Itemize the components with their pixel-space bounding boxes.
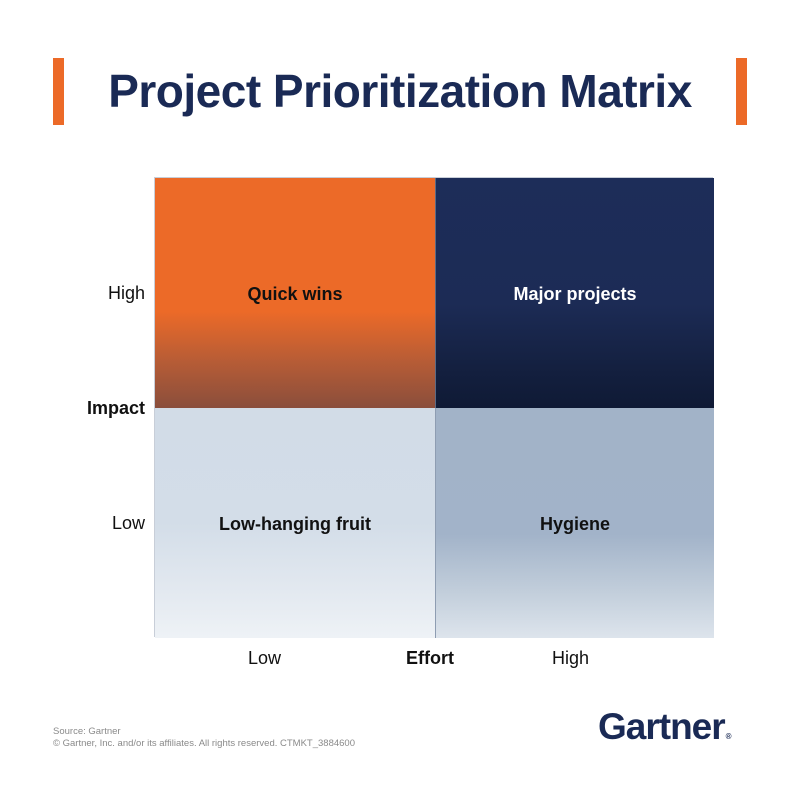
y-axis-title: Impact	[86, 398, 145, 418]
quadrant-hygiene: Hygiene	[435, 408, 714, 638]
page-title: Project Prioritization Matrix	[108, 65, 692, 117]
title-accent-bar-left	[53, 58, 64, 125]
registered-mark-icon: ®	[725, 732, 732, 741]
x-axis-high-label: High	[552, 648, 590, 668]
quadrant-label: Quick wins	[247, 284, 343, 304]
prioritization-matrix: Quick wins Major projects Low-hanging fr…	[154, 177, 714, 638]
quadrant-label: Major projects	[513, 284, 637, 304]
quadrant-label: Hygiene	[539, 514, 611, 534]
x-axis-low-label: Low	[248, 648, 282, 668]
quadrant-major-projects: Major projects	[435, 178, 714, 408]
quadrant-label: Low-hanging fruit	[219, 514, 371, 534]
y-axis-high-label: High	[107, 283, 145, 303]
gartner-logo: Gartner®	[598, 706, 732, 748]
source-note: Source: Gartner © Gartner, Inc. and/or i…	[53, 726, 355, 750]
x-axis-title: Effort	[406, 648, 454, 668]
quadrant-quick-wins: Quick wins	[155, 178, 435, 408]
source-line: Source: Gartner	[53, 726, 121, 737]
title-accent-bar-right	[736, 58, 747, 125]
logo-text: Gartner	[598, 706, 726, 747]
copyright-line: © Gartner, Inc. and/or its affiliates. A…	[53, 738, 355, 749]
y-axis-low-label: Low	[111, 513, 145, 533]
quadrant-low-hanging-fruit: Low-hanging fruit	[155, 408, 435, 638]
